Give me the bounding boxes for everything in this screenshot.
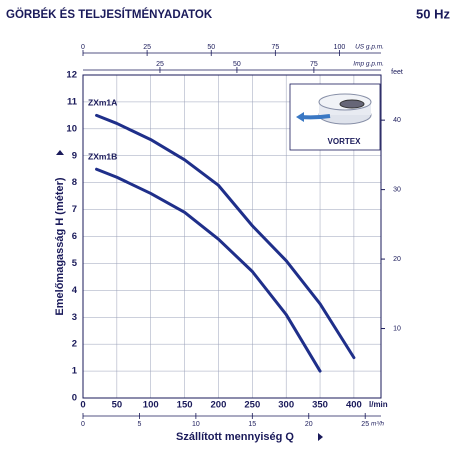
y-tick-label: 2 (72, 339, 77, 350)
x2-unit: US g.p.m. (355, 44, 384, 51)
x-tick-label: 150 (177, 400, 193, 411)
x2-tick-label: 25 (156, 61, 164, 68)
y-tick-label: 6 (72, 231, 77, 242)
x2-tick-label: 75 (310, 61, 318, 68)
x2-tick-label: 100 (334, 44, 346, 51)
y2-tick-label: 30 (393, 186, 401, 193)
y2-tick-label: 40 (393, 117, 401, 124)
y2-tick-label: 20 (393, 256, 401, 263)
x2-tick-label: 25 (143, 44, 151, 51)
x2-unit: m³/h (371, 421, 384, 428)
y-tick-label: 1 (72, 366, 78, 377)
y-tick-label: 11 (67, 96, 78, 107)
y-axis-label: Emelőmagasság H (méter) (54, 177, 66, 315)
x-tick-label: 350 (312, 400, 328, 411)
x-tick-label: 300 (278, 400, 294, 411)
x-tick-label: 200 (211, 400, 227, 411)
chart-subtitle: 50 Hz (416, 6, 450, 21)
x-tick-label: 50 (112, 400, 123, 411)
y-tick-label: 8 (72, 177, 77, 188)
y2-tick-label: 10 (393, 325, 401, 332)
y-tick-label: 7 (72, 204, 77, 215)
y-tick-label: 9 (72, 150, 77, 161)
y-tick-label: 4 (72, 285, 78, 296)
x2-unit: Imp g.p.m. (353, 61, 384, 68)
x2-tick-label: 25 (361, 421, 369, 428)
plot-frame (82, 74, 382, 399)
y-tick-label: 10 (66, 123, 77, 134)
chart-title: GÖRBÉK ÉS TELJESÍTMÉNYADATOK (6, 8, 213, 21)
x-unit: l/min (369, 400, 388, 409)
y-tick-label: 5 (72, 258, 78, 269)
x2-tick-label: 50 (207, 44, 215, 51)
x2-tick-label: 75 (271, 44, 279, 51)
series-label: ZXm1A (88, 98, 117, 108)
x2-tick-label: 10 (192, 421, 200, 428)
vortex-inset: VORTEX (289, 83, 381, 151)
x2-tick-label: 0 (81, 44, 85, 51)
curve (95, 167, 322, 373)
inset-label: VORTEX (328, 137, 362, 146)
x-tick-label: 400 (346, 400, 362, 411)
x-arrow (318, 433, 323, 441)
x-tick-label: 0 (80, 400, 85, 411)
x2-tick-label: 50 (233, 61, 241, 68)
x2-tick-label: 5 (137, 421, 141, 428)
y-tick-label: 0 (72, 393, 77, 404)
series-label: ZXm1B (88, 151, 117, 161)
y-arrow (56, 150, 64, 155)
y-tick-label: 12 (66, 70, 77, 81)
x-tick-label: 100 (143, 400, 159, 411)
x-tick-label: 250 (244, 400, 260, 411)
y-tick-label: 3 (72, 312, 77, 323)
x2-tick-label: 15 (248, 421, 256, 428)
curve (95, 113, 356, 360)
y2-unit: feet (391, 69, 403, 76)
x2-tick-label: 0 (81, 421, 85, 428)
x2-tick-label: 20 (305, 421, 313, 428)
x-axis-label: Szállított mennyiség Q (176, 431, 294, 443)
